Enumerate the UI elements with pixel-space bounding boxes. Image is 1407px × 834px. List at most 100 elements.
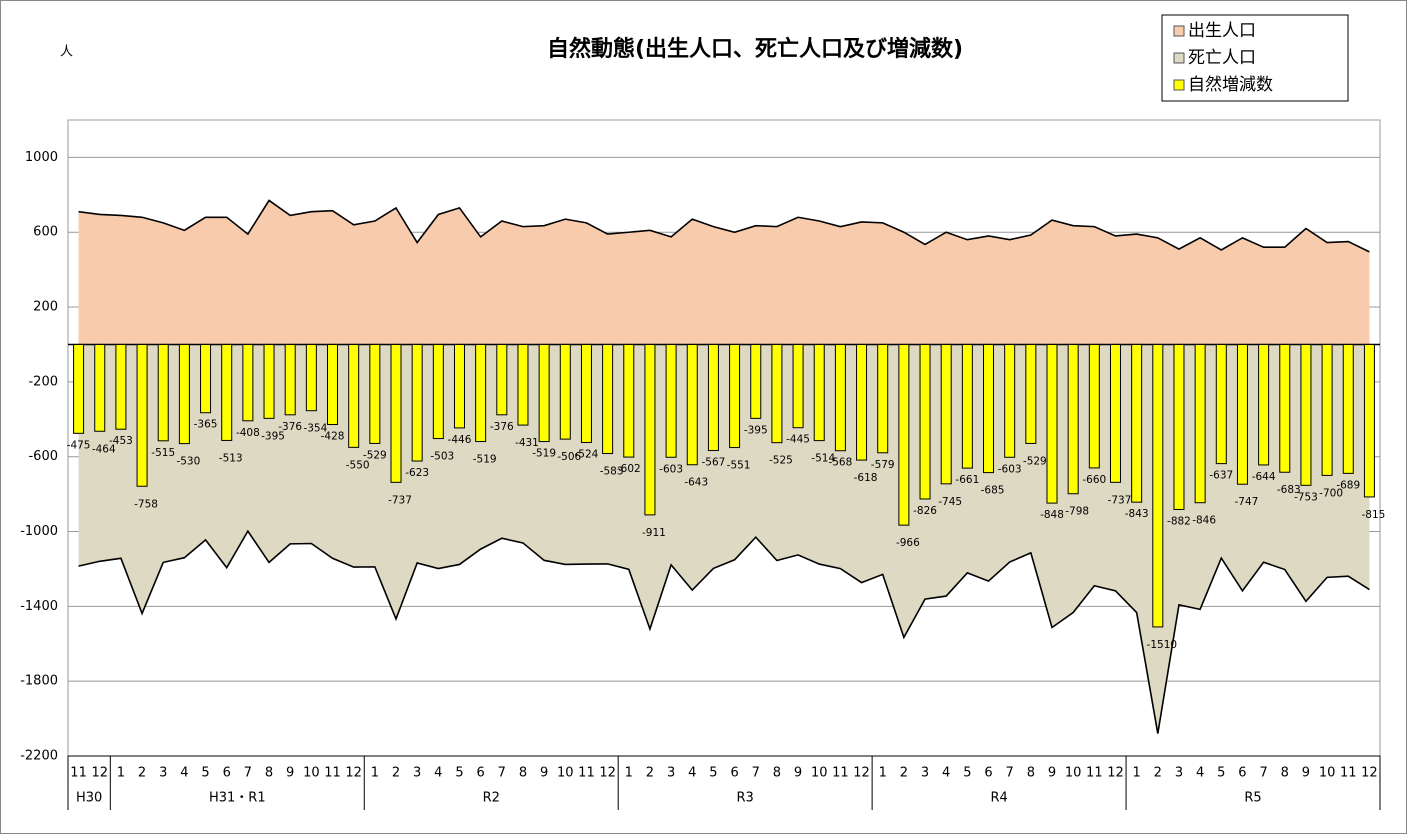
bar: [919, 343, 931, 500]
value-label: -525: [769, 455, 793, 467]
x-tick-label: 1: [879, 766, 887, 781]
value-label: -737: [1108, 494, 1132, 506]
bar: [115, 343, 127, 430]
value-label: -1510: [1147, 639, 1178, 651]
group-label: R2: [483, 791, 500, 806]
x-tick-label: 6: [477, 766, 485, 781]
x-tick-label: 8: [1027, 766, 1035, 781]
value-label: -513: [219, 452, 243, 464]
value-label: -376: [278, 421, 302, 433]
value-label: -643: [684, 477, 708, 489]
bar: [877, 343, 889, 454]
y-tick-label: -600: [28, 449, 58, 464]
bar: [496, 343, 508, 416]
x-tick-label: 6: [1238, 766, 1246, 781]
x-tick-label: 10: [303, 766, 320, 781]
value-label: -408: [236, 427, 260, 439]
x-tick-label: 3: [159, 766, 167, 781]
value-label: -737: [388, 494, 412, 506]
x-tick-label: 4: [1196, 766, 1204, 781]
value-label: -551: [727, 460, 751, 472]
x-tick-label: 11: [832, 766, 849, 781]
value-label: -395: [744, 424, 768, 436]
value-label: -445: [786, 434, 810, 446]
x-tick-label: 11: [578, 766, 595, 781]
x-tick-label: 10: [811, 766, 828, 781]
y-tick-label: -2200: [20, 749, 58, 764]
x-tick-label: 3: [921, 766, 929, 781]
value-label: -376: [490, 421, 514, 433]
value-label: -758: [134, 498, 158, 510]
x-tick-label: 8: [773, 766, 781, 781]
x-tick-label: 7: [498, 766, 506, 781]
group-label: R3: [737, 791, 754, 806]
bar: [686, 343, 698, 466]
x-tick-label: 9: [1048, 766, 1056, 781]
bar: [1363, 343, 1375, 498]
x-tick-label: 5: [1217, 766, 1225, 781]
x-tick-label: 2: [1154, 766, 1162, 781]
bar: [1342, 343, 1354, 474]
bar: [792, 343, 804, 429]
bar: [369, 343, 381, 444]
legend-label: 自然増減数: [1188, 75, 1273, 95]
value-label: -519: [532, 448, 556, 460]
group-label: H31・R1: [209, 791, 266, 806]
x-tick-label: 12: [599, 766, 616, 781]
value-label: -530: [176, 456, 200, 468]
x-tick-label: 7: [244, 766, 252, 781]
x-tick-label: 7: [1006, 766, 1014, 781]
value-label: -475: [67, 439, 91, 451]
bar: [580, 343, 592, 443]
unit-label: 人: [60, 45, 73, 60]
bar: [1131, 343, 1143, 503]
value-label: -602: [617, 463, 641, 475]
value-label: -395: [261, 430, 285, 442]
x-tick-label: 12: [1361, 766, 1378, 781]
bar: [1152, 343, 1164, 628]
bar: [411, 343, 423, 462]
bar: [1279, 343, 1291, 473]
x-tick-label: 9: [540, 766, 548, 781]
bar: [623, 343, 635, 458]
value-label: -798: [1065, 506, 1089, 518]
bar: [1067, 343, 1079, 495]
bar: [983, 343, 995, 474]
bar: [644, 343, 656, 516]
value-label: -745: [938, 496, 962, 508]
x-tick-label: 11: [1340, 766, 1357, 781]
value-label: -846: [1192, 515, 1216, 527]
legend-label: 死亡人口: [1188, 48, 1256, 68]
y-tick-label: 600: [33, 225, 58, 240]
x-tick-label: 2: [392, 766, 400, 781]
value-label: -966: [896, 537, 920, 549]
bar: [348, 343, 360, 448]
bar: [453, 343, 465, 429]
x-tick-label: 9: [286, 766, 294, 781]
x-tick-label: 4: [180, 766, 188, 781]
bar: [200, 343, 212, 414]
value-label: -431: [515, 437, 539, 449]
x-tick-label: 8: [519, 766, 527, 781]
value-label: -753: [1294, 491, 1318, 503]
value-label: -747: [1235, 496, 1259, 508]
bar: [390, 343, 402, 483]
area-line: [78, 199, 1370, 253]
legend-swatch: [1173, 52, 1185, 64]
x-tick-label: 12: [1107, 766, 1124, 781]
bar: [771, 343, 783, 444]
x-tick-label: 10: [557, 766, 574, 781]
bar: [729, 343, 741, 449]
x-tick-label: 1: [371, 766, 379, 781]
bar: [1321, 343, 1333, 476]
x-tick-label: 1: [625, 766, 633, 781]
value-label: -644: [1252, 471, 1276, 483]
value-label: -550: [346, 459, 370, 471]
value-label: -579: [871, 459, 895, 471]
value-label: -568: [828, 457, 852, 469]
area: [78, 200, 1370, 345]
value-label: -826: [913, 505, 937, 517]
y-tick-label: -200: [28, 374, 58, 389]
bar: [1194, 343, 1206, 504]
